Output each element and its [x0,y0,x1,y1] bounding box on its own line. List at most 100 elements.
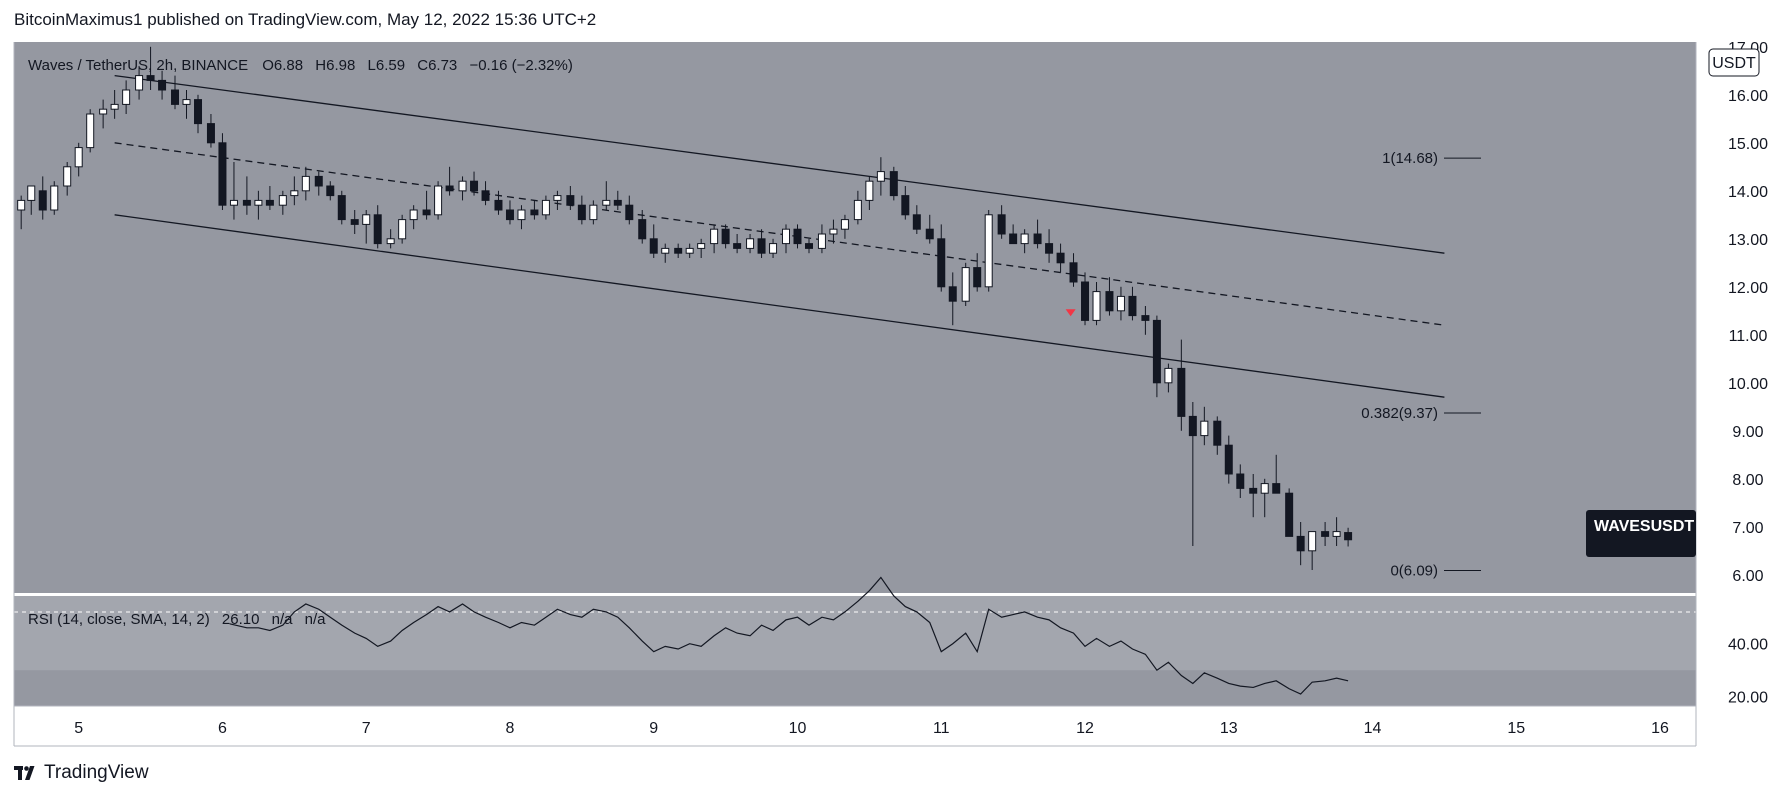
candle-body [901,195,910,216]
candle-body [337,195,346,221]
candle-body [817,233,826,249]
candle-body [1260,483,1269,494]
candle-body [314,175,323,187]
candle-51 [625,195,634,225]
candle-body [865,180,874,201]
candle-body [1272,483,1281,494]
candle-27 [337,190,346,225]
candle-body [1308,531,1317,552]
candle-9 [122,80,131,114]
price-tick-7: 13.00 [1728,232,1768,249]
rsi-legend-na-1: n/a [272,611,294,628]
candle-body [494,199,503,211]
candle-67 [817,224,826,254]
candle-71 [865,176,874,210]
candle-105 [1272,454,1281,494]
candle-81 [984,210,993,292]
candle-body [710,228,719,245]
candle-110 [1332,517,1341,546]
candle-body [1296,535,1305,552]
candle-body [840,219,849,230]
candle-body [481,190,490,201]
candle-8 [110,90,119,119]
rsi-legend-na-2: n/a [305,611,327,628]
candle-72 [876,157,885,196]
rsi-tick-0: 20.00 [1728,690,1768,707]
candle-body [625,204,634,221]
legend-open-label: O [262,57,274,74]
candle-34 [422,190,431,220]
candle-28 [350,210,359,234]
fib-level-label-2: 0(6.09) [1390,562,1438,579]
currency-label[interactable]: USDT [1708,48,1760,77]
candle-93 [1128,286,1137,321]
candle-body [793,228,802,245]
candle-66 [804,238,813,254]
candle-body [1033,233,1042,245]
candle-95 [1152,315,1161,398]
candle-18 [229,162,238,220]
price-tick-6: 12.00 [1728,280,1768,297]
candle-body [1224,444,1233,475]
candle-59 [721,224,730,249]
price-tick-2: 8.00 [1732,472,1763,489]
candle-65 [793,224,802,249]
footer-brand[interactable]: TradingView [14,762,149,784]
candle-90 [1092,282,1101,326]
candle-0 [17,195,26,230]
candle-body [577,204,586,221]
candle-body [1285,492,1294,537]
candle-101 [1224,435,1233,484]
price-tick-10: 16.00 [1728,88,1768,105]
candle-76 [925,214,934,244]
candle-body [1056,252,1065,264]
candle-body [697,243,706,249]
candle-body [1020,233,1029,245]
candle-85 [1033,219,1042,249]
candle-body [146,75,155,81]
fib-levels: 1(14.68) 0.382(9.37) 0(6.09) [1361,150,1481,579]
candle-body [948,286,957,302]
price-badge-countdown: 23:19 [1696,539,1736,556]
time-axis-ticks: 5 6 7 8 9 10 11 12 13 14 15 16 [74,720,1669,737]
legend-open-value: 6.88 [274,57,303,74]
price-tick-1: 7.00 [1732,520,1763,537]
tradingview-logo-icon [14,766,35,780]
candle-19 [242,176,251,215]
candle-body [74,147,83,168]
candle-42 [517,205,526,230]
candle-body [804,243,813,249]
candle-body [876,171,885,182]
candle-body [685,247,694,254]
candle-body [1177,367,1186,417]
candle-body [937,238,946,288]
candle-body [182,99,191,105]
candle-75 [912,205,921,234]
candle-102 [1236,464,1245,498]
candle-1 [27,185,36,215]
candle-31 [386,229,395,249]
candle-body [1236,473,1245,489]
candle-86 [1045,229,1054,263]
candle-36 [445,166,454,196]
candle-body [961,267,970,302]
rsi-legend-label: RSI (14, close, SMA, 14, 2) [28,611,210,628]
svg-text:Waves / TetherUS, 2h, BINANCE: Waves / TetherUS, 2h, BINANCE O6.88 H6.9… [28,57,573,74]
candle-body [1213,420,1222,446]
candle-body [17,199,26,211]
candle-35 [434,181,443,220]
footer-brand-text: TradingView [44,762,149,783]
candle-4 [63,162,72,196]
candle-45 [553,190,562,210]
candle-body [566,195,575,206]
channel-line-solid-2 [114,214,1445,398]
candle-body [445,185,454,192]
candle-body [1164,367,1173,384]
candle-50 [613,190,622,210]
candle-106 [1285,488,1294,537]
candle-body [229,199,238,206]
candle-body [171,89,180,105]
time-axis-background [14,708,1696,746]
price-badge: WAVESUSDT 6.73 23:19 [1586,510,1736,557]
